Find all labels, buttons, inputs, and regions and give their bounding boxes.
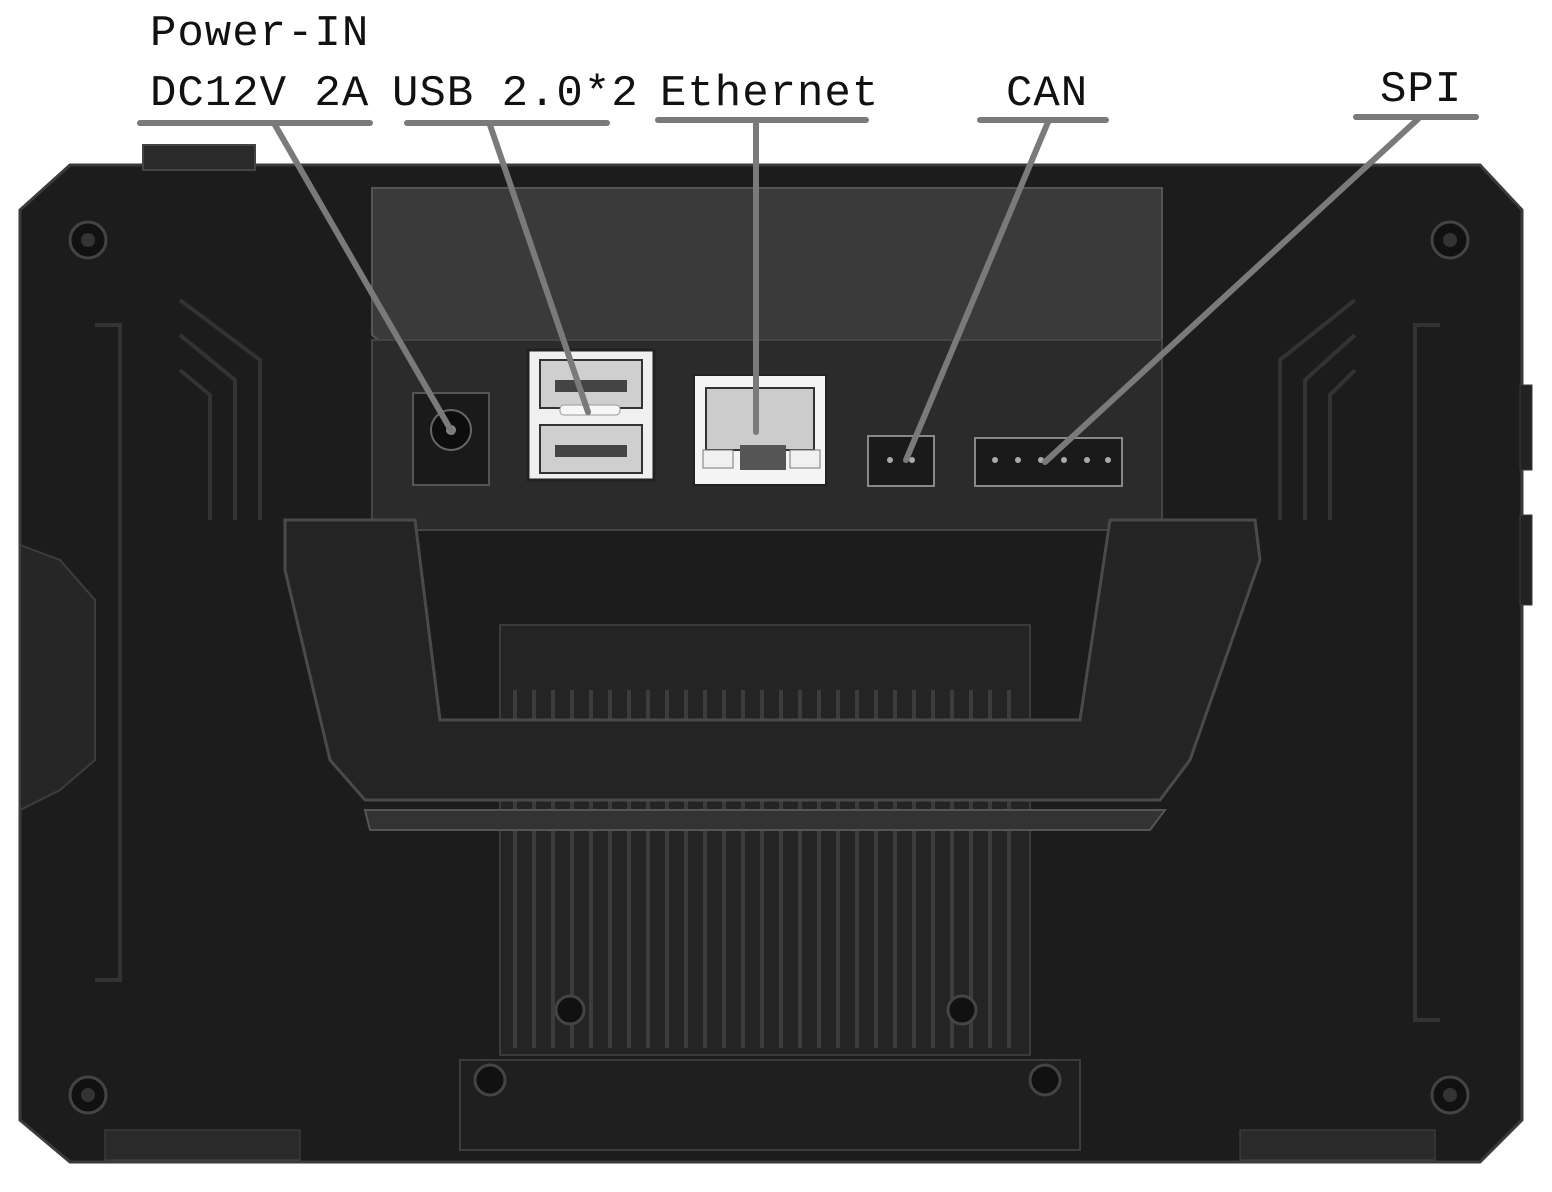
label-power-spec: DC12V 2A — [150, 69, 370, 119]
bottom-vent-left — [104, 1129, 301, 1161]
label-spi: SPI — [1380, 65, 1463, 115]
screw-top-left — [68, 220, 108, 260]
left-bumper — [19, 543, 96, 812]
leader-usb — [487, 122, 591, 415]
dc-power-jack — [412, 392, 490, 486]
label-can: CAN — [1006, 69, 1089, 119]
label-power-in: Power-IN — [150, 9, 370, 59]
right-side-button-bottom — [1519, 514, 1533, 606]
screw-bottom-right — [1430, 1075, 1470, 1115]
screw-top-right — [1430, 220, 1470, 260]
kickstand-handle — [283, 518, 1262, 802]
top-connector — [142, 144, 256, 171]
leader-lines — [272, 116, 1421, 465]
right-decor-grooves — [1278, 298, 1440, 1022]
right-side-button-top — [1519, 384, 1533, 471]
bottom-foot — [459, 1059, 1081, 1151]
leader-power — [272, 122, 455, 435]
kickstand-bar — [363, 809, 1167, 831]
leader-spi — [1042, 116, 1421, 465]
heatsink — [499, 624, 1031, 1056]
label-ethernet: Ethernet — [660, 69, 880, 119]
top-cover-plate — [371, 187, 1163, 346]
left-decor-grooves — [95, 298, 262, 982]
screw-bottom-left — [68, 1075, 108, 1115]
spi-connector — [974, 437, 1123, 487]
ethernet-port — [693, 374, 827, 486]
label-usb: USB 2.0*2 — [392, 69, 639, 119]
usb-ports — [526, 348, 656, 482]
leader-can — [903, 119, 1051, 463]
bottom-vent-right — [1239, 1129, 1436, 1161]
can-connector — [867, 435, 935, 487]
